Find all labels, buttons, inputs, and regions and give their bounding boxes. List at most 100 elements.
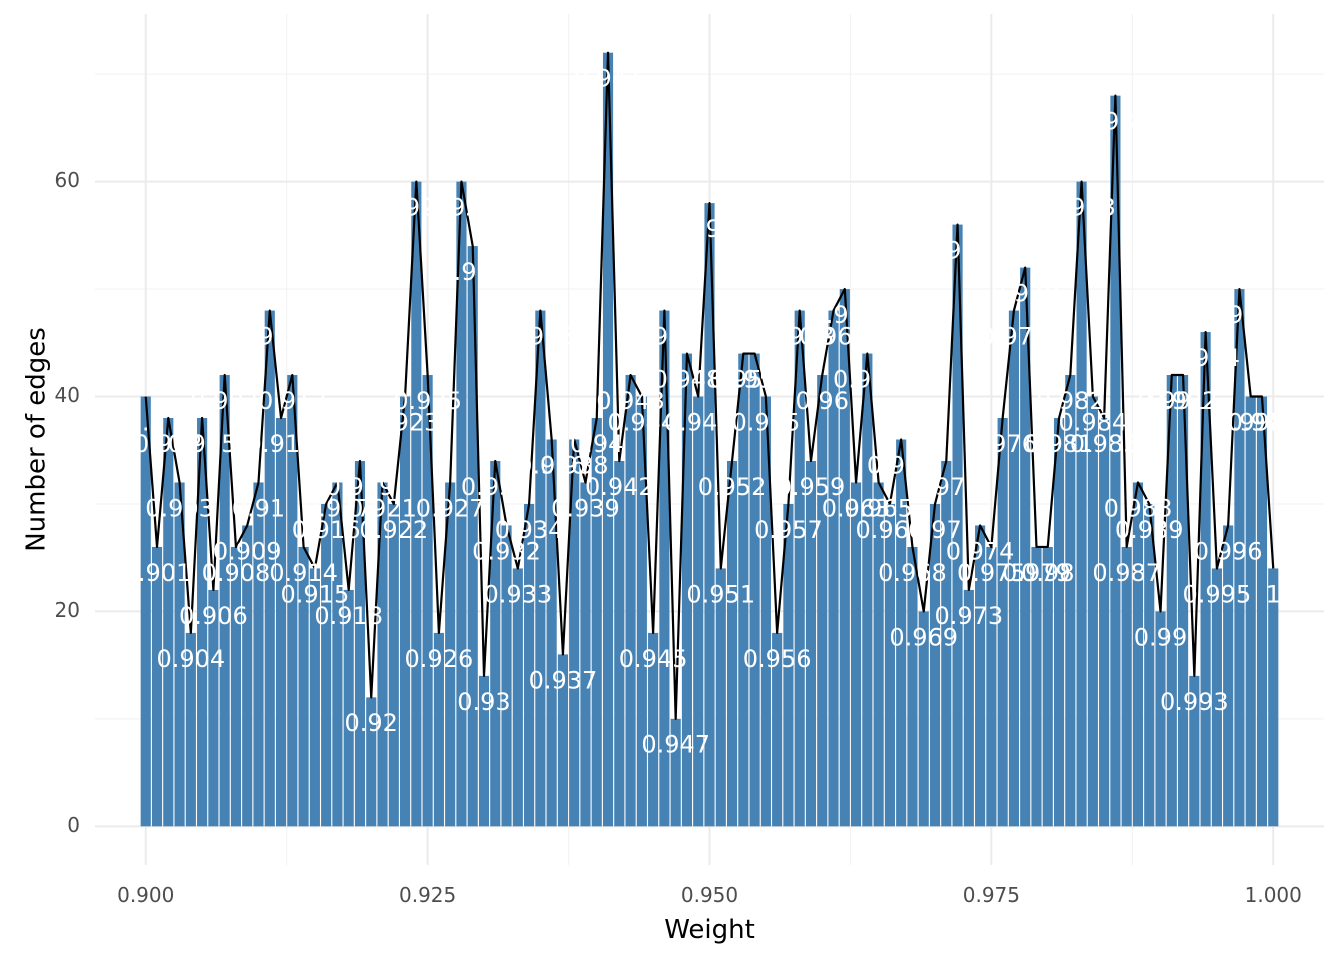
- histogram-bar: [862, 353, 873, 827]
- histogram-bar: [388, 503, 399, 827]
- bar-data-label: 0.928: [427, 193, 496, 221]
- bar-data-label: 0.911: [235, 322, 304, 350]
- histogram-bar: [738, 353, 749, 827]
- histogram-bar: [636, 396, 647, 827]
- histogram-bar: [275, 418, 287, 827]
- bar-data-label: 0.955: [732, 408, 801, 436]
- histogram-bar: [851, 482, 862, 827]
- bar-data-label: 0.961: [799, 322, 868, 350]
- histogram-bar: [1110, 95, 1121, 827]
- histogram-bar: [490, 460, 501, 827]
- histogram-bar: [749, 353, 760, 827]
- histogram-bar: [140, 396, 151, 827]
- bar-data-label: 0.953: [709, 365, 778, 393]
- histogram-bar: [1132, 482, 1144, 827]
- histogram-bar: [1121, 546, 1132, 827]
- histogram-bar: [648, 632, 659, 827]
- bar-data-label: 0.921: [348, 494, 417, 522]
- bar-data-label: 0.947: [641, 731, 710, 759]
- bar-data-label: 0.923: [371, 408, 440, 436]
- bar-data-label: 0.97: [908, 516, 961, 544]
- histogram-bar: [208, 589, 219, 827]
- histogram-bar: [1200, 332, 1211, 827]
- bar-data-label: 0.931: [461, 473, 530, 501]
- y-tick-label: 20: [55, 598, 80, 622]
- histogram-bar: [377, 482, 388, 827]
- histogram-bar: [1256, 396, 1268, 827]
- bar-data-label: 0.958: [765, 322, 834, 350]
- histogram-bar: [929, 503, 941, 827]
- histogram-bar: [287, 375, 298, 827]
- histogram-bar: [659, 310, 670, 827]
- bar-data-label: 0.914: [269, 559, 338, 587]
- bar-data-label: 0.985: [1070, 430, 1139, 458]
- bar-data-label: 0.982: [1036, 387, 1105, 415]
- bar-data-label: 0.908: [202, 559, 271, 587]
- bar-data-label: 0.965: [844, 494, 913, 522]
- bar-data-label: 0.956: [743, 645, 812, 673]
- bar-data-label: 0.942: [585, 473, 654, 501]
- bar-data-label: 0.935: [506, 322, 575, 350]
- bar-data-label: 0.919: [326, 473, 395, 501]
- histogram-bar: [399, 396, 411, 827]
- bar-data-label: 0.926: [405, 645, 474, 673]
- bar-data-label: 0.9: [127, 408, 165, 436]
- bar-data-label: 0.978: [991, 279, 1060, 307]
- bar-data-label: 0.91: [232, 494, 285, 522]
- bar-data-label: 0.959: [777, 473, 846, 501]
- histogram-bar: [1042, 546, 1053, 827]
- x-tick-label: 0.975: [963, 883, 1020, 907]
- bar-data-label: 0.957: [754, 516, 823, 544]
- histogram-bar: [952, 224, 963, 827]
- histogram-bar: [242, 525, 253, 827]
- bar-data-label: 0.909: [213, 537, 282, 565]
- histogram-bar: [557, 654, 568, 827]
- bar-data-label: 0.925: [393, 387, 462, 415]
- histogram-bar: [445, 482, 456, 827]
- bar-data-label: 1: [1266, 580, 1281, 608]
- histogram-bar: [760, 396, 771, 827]
- bar-data-label: 0.934: [495, 516, 564, 544]
- bar-data-label: 0.937: [529, 666, 598, 694]
- bar-data-label: 0.962: [810, 301, 879, 329]
- bar-data-label: 0.901: [123, 559, 192, 587]
- histogram-bar: [163, 418, 174, 827]
- bar-data-label: 0.916: [292, 516, 361, 544]
- bar-data-label: 0.906: [179, 602, 248, 630]
- bar-data-label: 0.927: [416, 494, 485, 522]
- histogram-bar: [1189, 675, 1200, 827]
- bar-data-label: 0.994: [1171, 344, 1240, 372]
- bar-data-label: 0.918: [314, 602, 383, 630]
- histogram-bar: [975, 525, 986, 827]
- bar-data-label: 0.951: [686, 580, 755, 608]
- bar-data-label: 0.993: [1160, 688, 1229, 716]
- bar-data-label: 0.96: [796, 387, 849, 415]
- histogram-bar: [591, 418, 602, 827]
- histogram-bar: [433, 632, 444, 827]
- histogram-bar: [264, 310, 275, 827]
- histogram-bar: [298, 546, 309, 827]
- histogram-bar: [670, 718, 681, 827]
- histogram-bar: [1099, 418, 1110, 827]
- bar-data-label: 0.945: [619, 645, 688, 673]
- histogram-bar: [411, 181, 422, 827]
- histogram-bar: [1268, 568, 1279, 827]
- histogram-bar: [366, 697, 377, 827]
- histogram-bar: [580, 482, 591, 827]
- histogram-bar: [467, 246, 478, 827]
- bar-data-label: 0.917: [303, 494, 372, 522]
- histogram-bar: [321, 503, 332, 827]
- histogram-bar: [309, 568, 320, 827]
- histogram-bar: [873, 482, 884, 827]
- bar-data-label: 0.933: [483, 580, 552, 608]
- histogram-bar: [197, 418, 208, 827]
- histogram-bar: [794, 310, 805, 827]
- bar-data-label: 0.913: [258, 387, 327, 415]
- bar-data-label: 0.984: [1058, 408, 1127, 436]
- bar-data-label: 0.932: [472, 537, 541, 565]
- bar-data-label: 0.977: [980, 322, 1049, 350]
- x-tick-label: 0.950: [681, 883, 738, 907]
- histogram-bar: [986, 546, 997, 827]
- bar-data-label: 0.966: [856, 516, 925, 544]
